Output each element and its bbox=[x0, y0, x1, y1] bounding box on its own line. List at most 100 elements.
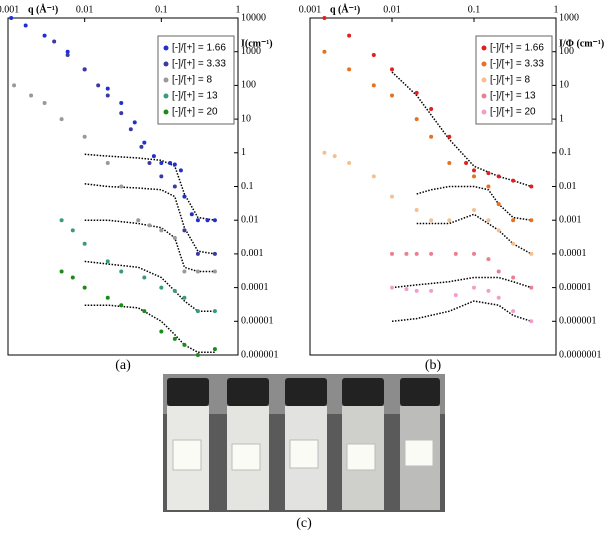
data-point bbox=[347, 33, 352, 38]
data-point bbox=[96, 83, 101, 88]
y-tick-label: 10 bbox=[559, 80, 569, 91]
data-point bbox=[12, 83, 17, 88]
data-point bbox=[159, 329, 164, 334]
data-point bbox=[195, 309, 200, 314]
data-point bbox=[322, 49, 327, 54]
data-point bbox=[142, 275, 147, 280]
legend-label: [-]/[+] = 3.33 bbox=[490, 59, 544, 70]
data-point bbox=[9, 16, 14, 20]
y-axis-label: I/Φ (cm⁻¹) bbox=[559, 38, 604, 49]
data-point bbox=[511, 241, 516, 246]
data-point bbox=[496, 269, 501, 274]
data-point bbox=[59, 218, 64, 223]
data-point bbox=[172, 184, 177, 189]
x-axis-label: q (Å⁻¹) bbox=[330, 3, 360, 15]
data-point bbox=[496, 228, 501, 233]
data-point bbox=[486, 218, 491, 223]
data-point bbox=[42, 101, 47, 106]
data-point bbox=[172, 336, 177, 341]
y-tick-label: 0.001 bbox=[559, 214, 582, 225]
data-point bbox=[189, 212, 194, 217]
data-point bbox=[486, 171, 491, 176]
legend-label: [-]/[+] = 3.33 bbox=[172, 59, 226, 70]
y-tick-label: 1000 bbox=[241, 46, 261, 57]
legend-marker bbox=[481, 61, 487, 67]
data-point bbox=[82, 67, 87, 72]
legend-box bbox=[475, 35, 553, 125]
panel-caption: (b) bbox=[425, 358, 442, 373]
y-tick-label: 10000 bbox=[241, 12, 266, 23]
data-point bbox=[511, 218, 516, 223]
data-point bbox=[529, 218, 534, 223]
data-point bbox=[414, 208, 419, 213]
data-point bbox=[70, 228, 75, 233]
data-point bbox=[371, 83, 376, 88]
y-tick-label: 0.00001 bbox=[559, 282, 592, 293]
data-point bbox=[159, 285, 164, 290]
data-point bbox=[429, 106, 434, 111]
data-point bbox=[414, 251, 419, 256]
data-point bbox=[82, 134, 87, 139]
data-point bbox=[178, 168, 183, 173]
fit-curve bbox=[391, 300, 532, 323]
data-point bbox=[42, 33, 47, 38]
data-point bbox=[390, 67, 394, 72]
vial-labels bbox=[172, 439, 434, 471]
data-point bbox=[82, 241, 87, 246]
data-point bbox=[472, 285, 476, 290]
data-point bbox=[59, 117, 64, 122]
data-point bbox=[139, 144, 144, 149]
legend-label: [-]/[+] = 13 bbox=[490, 91, 536, 102]
photo-caption: (c) bbox=[296, 516, 312, 531]
x-tick-label: 1 bbox=[554, 4, 559, 15]
data-point bbox=[172, 162, 177, 167]
data-point bbox=[472, 168, 476, 173]
data-point bbox=[172, 235, 177, 240]
data-point bbox=[486, 288, 491, 293]
data-point bbox=[464, 160, 469, 165]
data-point bbox=[347, 160, 352, 165]
x-tick-label: 0.1 bbox=[155, 4, 168, 15]
data-point bbox=[332, 154, 337, 159]
data-point bbox=[82, 285, 87, 290]
legend-marker bbox=[481, 45, 487, 51]
data-point bbox=[529, 319, 534, 324]
data-point bbox=[182, 194, 187, 199]
data-point bbox=[65, 49, 70, 54]
data-point bbox=[496, 202, 501, 207]
data-point bbox=[195, 251, 200, 256]
data-point bbox=[414, 117, 419, 122]
fit-curve bbox=[416, 185, 532, 221]
panel-caption: (a) bbox=[115, 358, 131, 373]
data-point bbox=[205, 218, 210, 223]
data-point bbox=[105, 86, 110, 91]
data-point bbox=[429, 218, 434, 223]
data-point bbox=[147, 223, 152, 228]
y-tick-label: 1000 bbox=[559, 12, 579, 23]
data-point bbox=[496, 174, 501, 179]
data-point bbox=[212, 269, 217, 274]
data-point bbox=[529, 285, 534, 290]
x-tick-label: 0.01 bbox=[76, 4, 94, 15]
x-tick-label: 0.001 bbox=[0, 4, 19, 15]
y-tick-label: 100 bbox=[559, 46, 574, 57]
data-point bbox=[29, 93, 34, 98]
fit-curve bbox=[391, 276, 532, 289]
x-axis-label: q (Å⁻¹) bbox=[28, 3, 58, 15]
data-point bbox=[119, 303, 124, 308]
data-point bbox=[119, 269, 124, 274]
legend-label: [-]/[+] = 20 bbox=[490, 107, 536, 118]
legend-label: [-]/[+] = 8 bbox=[490, 75, 530, 86]
data-point bbox=[168, 160, 173, 165]
legend-marker bbox=[163, 77, 169, 83]
data-point bbox=[182, 228, 187, 233]
data-point bbox=[447, 218, 452, 223]
data-point bbox=[105, 93, 110, 98]
y-tick-label: 0.0001 bbox=[559, 248, 587, 259]
legend-marker bbox=[163, 109, 169, 115]
y-tick-label: 0.1 bbox=[241, 181, 254, 192]
x-tick-label: 1 bbox=[236, 4, 241, 15]
y-tick-label: 0.0001 bbox=[241, 282, 269, 293]
data-point bbox=[136, 218, 141, 223]
